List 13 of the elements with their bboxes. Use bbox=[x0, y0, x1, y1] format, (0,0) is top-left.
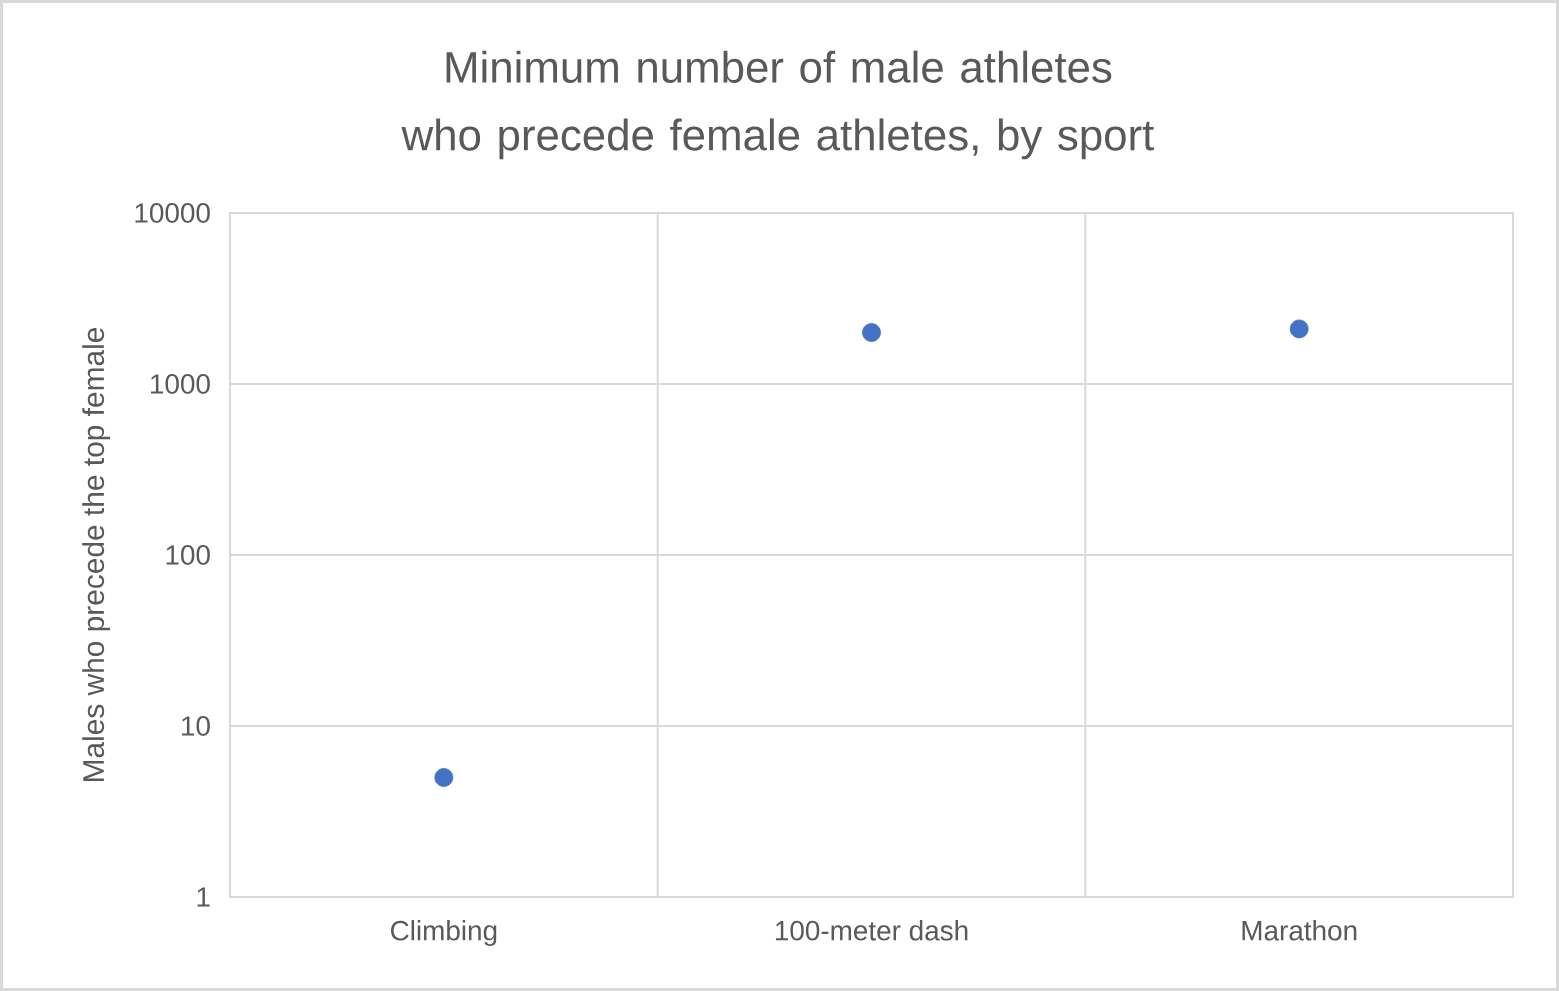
y-tick-label: 10000 bbox=[135, 203, 210, 223]
y-tick-label: 100 bbox=[166, 545, 210, 565]
point bbox=[1289, 319, 1309, 339]
point bbox=[862, 323, 881, 342]
point bbox=[434, 768, 454, 787]
chart-title: Minimum number of male athletes who precede female athletes, by sport bbox=[401, 50, 1155, 160]
x-tick-label: Climbing bbox=[390, 920, 497, 947]
y-tick-label: 1000 bbox=[151, 374, 210, 394]
y-tick-label: 10 bbox=[182, 716, 210, 736]
x-tick-label: Marathon bbox=[1242, 920, 1357, 941]
y-tick-label: 1 bbox=[197, 887, 210, 907]
y-axis-title: Males who precede the top female bbox=[82, 327, 111, 782]
x-tick-label: 100-meter dash bbox=[775, 920, 968, 941]
